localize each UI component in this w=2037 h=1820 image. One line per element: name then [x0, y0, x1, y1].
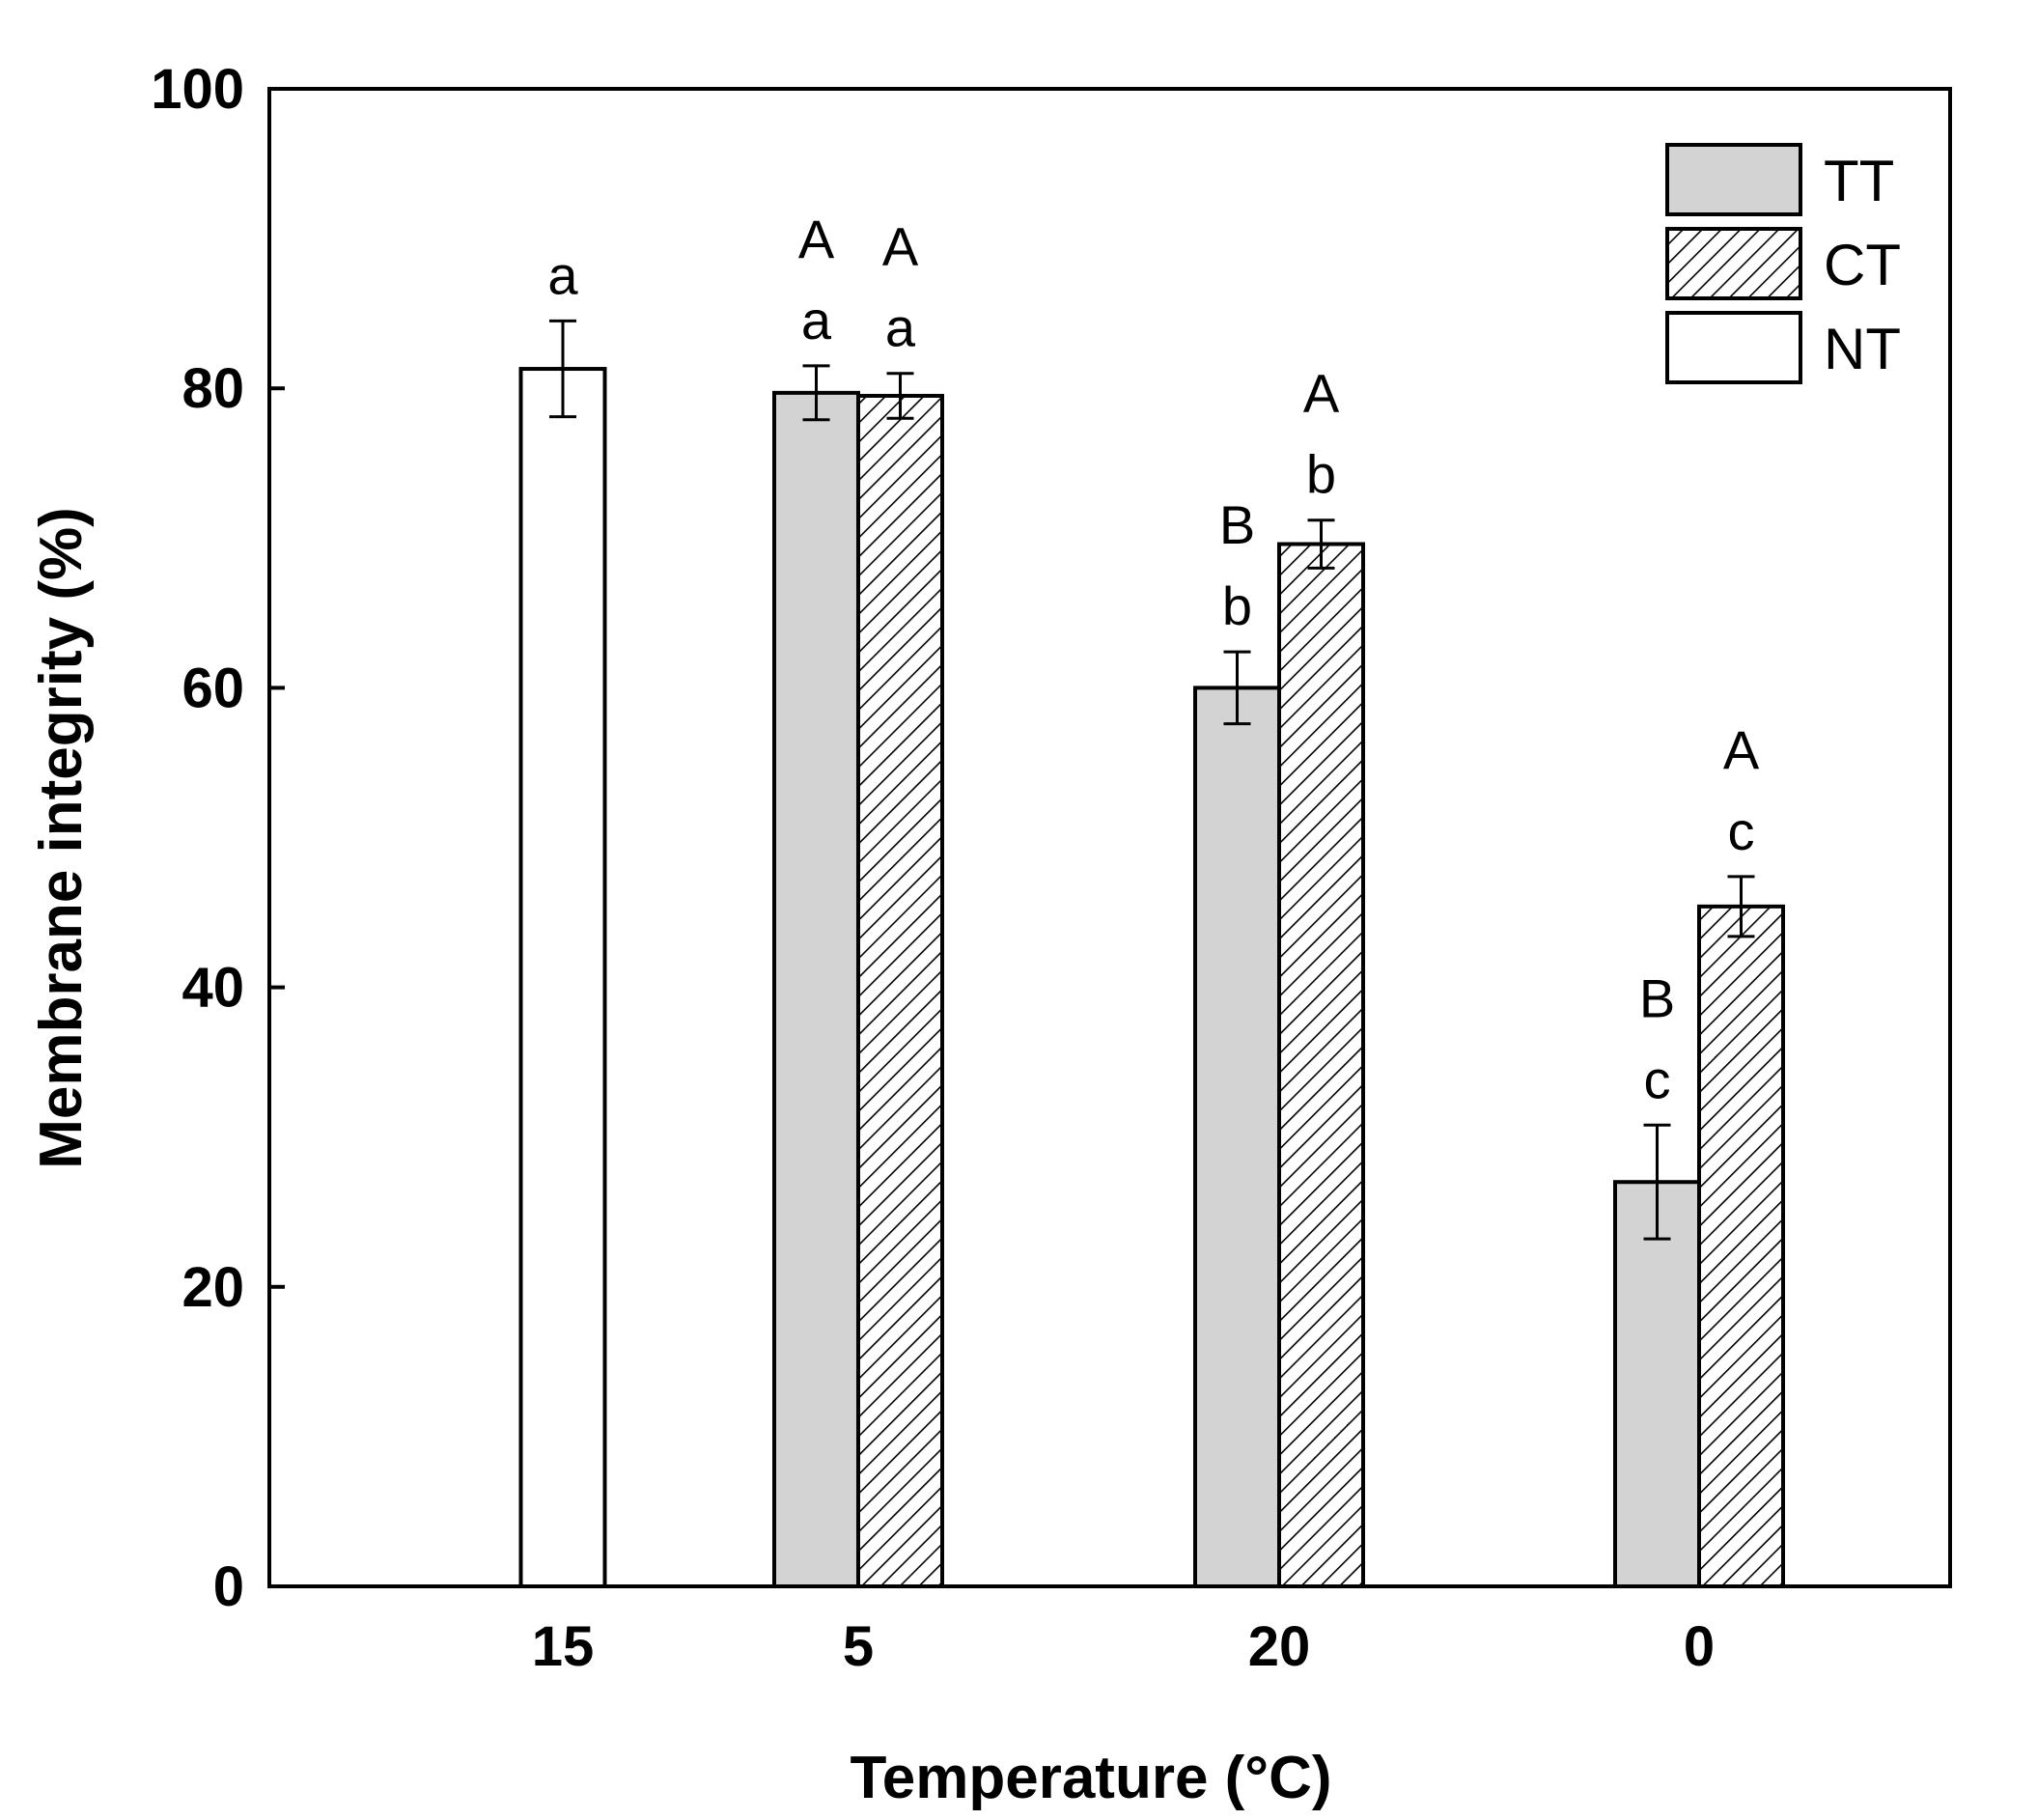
significance-letter-lower: c: [1644, 1049, 1671, 1109]
bar-nt: [518, 367, 607, 1588]
significance-letter-lower: b: [1222, 575, 1252, 636]
x-tick-label: 20: [1248, 1615, 1311, 1678]
y-tick-label: 20: [181, 1256, 244, 1319]
significance-letter-lower: a: [801, 290, 832, 350]
legend-label-nt: NT: [1824, 317, 1901, 381]
significance-letter-lower: b: [1306, 444, 1336, 505]
bar-tt: [1613, 1180, 1701, 1588]
significance-letter-upper: B: [1219, 494, 1255, 555]
significance-letter-upper: A: [1303, 363, 1340, 424]
y-tick-label: 40: [181, 957, 244, 1020]
x-tick-label: 0: [1684, 1615, 1715, 1678]
x-axis: 15 5 20 0: [532, 1615, 1715, 1678]
legend-swatch-nt: [1665, 311, 1802, 384]
y-axis-title: Membrane integrity (%): [28, 507, 95, 1169]
significance-letter-upper: B: [1639, 967, 1675, 1028]
bar-tt: [1193, 686, 1281, 1588]
bar-tt: [772, 390, 860, 1588]
legend: TT CT NT: [1665, 143, 1901, 384]
significance-letter-lower: a: [547, 244, 578, 305]
bar-ct: [1697, 904, 1785, 1588]
x-tick-label: 15: [532, 1615, 595, 1678]
y-tick-label: 0: [213, 1555, 244, 1618]
significance-letter-upper: A: [1723, 719, 1760, 780]
plot-area-frame: [267, 87, 1952, 1588]
significance-letter-upper: A: [798, 209, 835, 269]
bar-ct: [1277, 542, 1365, 1588]
significance-letter-upper: A: [882, 216, 919, 277]
y-axis: 0 20 40 60 80 100: [151, 58, 285, 1618]
bar-ct: [856, 393, 944, 1589]
y-tick-label: 80: [181, 357, 244, 420]
significance-letter-lower: a: [885, 297, 916, 358]
y-tick-label: 100: [151, 58, 244, 121]
legend-swatch-tt: [1665, 143, 1802, 216]
x-tick-label: 5: [843, 1615, 874, 1678]
legend-label-tt: TT: [1824, 149, 1894, 213]
significance-letter-lower: c: [1728, 800, 1755, 861]
bars: [518, 319, 1785, 1589]
legend-label-ct: CT: [1824, 233, 1901, 297]
legend-swatch-ct: [1665, 227, 1802, 300]
y-tick-label: 60: [181, 657, 244, 719]
x-axis-title: Temperature (°C): [850, 1745, 1331, 1811]
